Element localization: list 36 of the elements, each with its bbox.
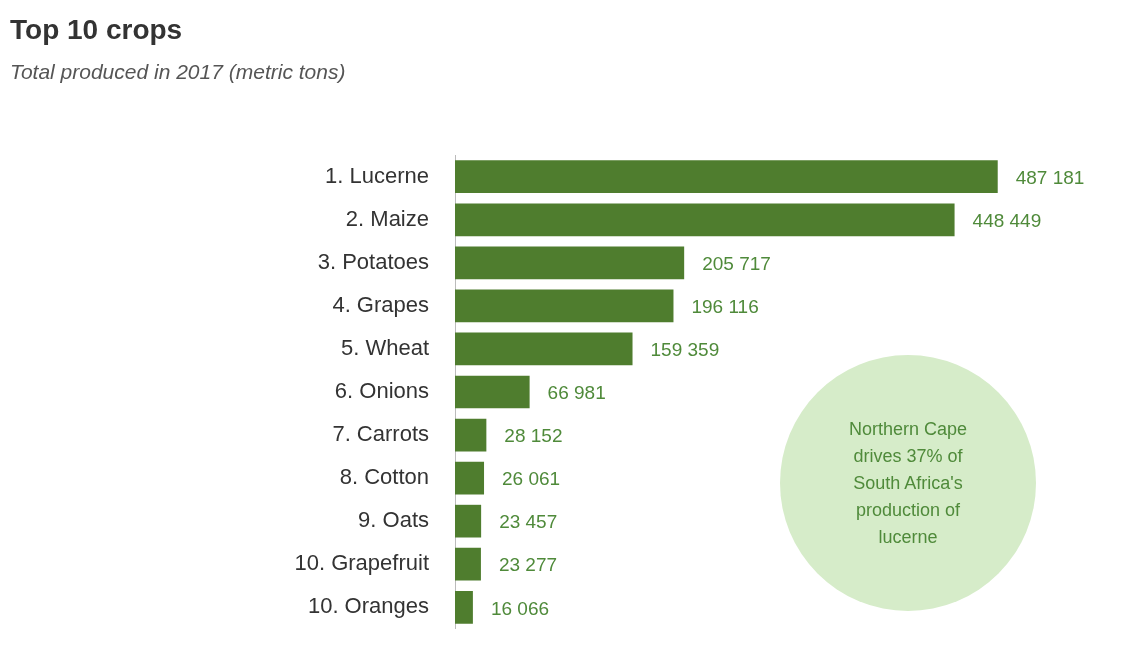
- y-tick-label: 9. Oats: [358, 507, 429, 533]
- bar: [455, 203, 955, 237]
- y-tick-label: 8. Cotton: [339, 464, 429, 490]
- bar: [455, 289, 674, 323]
- bar: [455, 461, 485, 495]
- text: Total produced in 2017 (metric tons): [10, 60, 346, 84]
- data-label: 66 981: [547, 382, 606, 404]
- y-tick-label: 5. Wheat: [340, 335, 429, 361]
- y-tick-label: 7. Carrots: [332, 421, 429, 447]
- bar: [455, 246, 685, 280]
- y-tick-label: 4. Grapes: [332, 291, 429, 317]
- data-label: 28 152: [504, 425, 563, 447]
- data-label: 448 449: [972, 210, 1042, 232]
- data-label: 26 061: [502, 468, 561, 490]
- y-tick-label: 10. Oranges: [307, 593, 429, 619]
- data-label: 196 116: [691, 296, 759, 318]
- bar: [455, 332, 633, 366]
- y-tick-label: 10. Grapefruit: [294, 550, 429, 576]
- y-tick-label: 2. Maize: [345, 205, 429, 231]
- y-tick-label: 1. Lucerne: [325, 162, 429, 188]
- data-label: 159 359: [650, 339, 720, 361]
- bar: [455, 547, 481, 581]
- y-tick-label: 6. Onions: [334, 378, 429, 404]
- data-label: 487 181: [1015, 166, 1085, 188]
- data-label: 205 717: [702, 253, 771, 275]
- bar: [455, 375, 530, 409]
- data-label: 23 457: [499, 511, 558, 533]
- bar: [455, 160, 998, 194]
- bar: [455, 590, 473, 624]
- data-label: 16 066: [490, 597, 550, 619]
- circle-badge: Northern Cape drives 37% of South Africa's production of lucerne: [780, 355, 1036, 611]
- bar: [455, 418, 487, 452]
- bar: [455, 504, 482, 538]
- y-tick-label: 3. Potatoes: [317, 248, 429, 274]
- data-label: 23 277: [498, 554, 558, 576]
- text: Top 10 crops: [10, 14, 183, 46]
